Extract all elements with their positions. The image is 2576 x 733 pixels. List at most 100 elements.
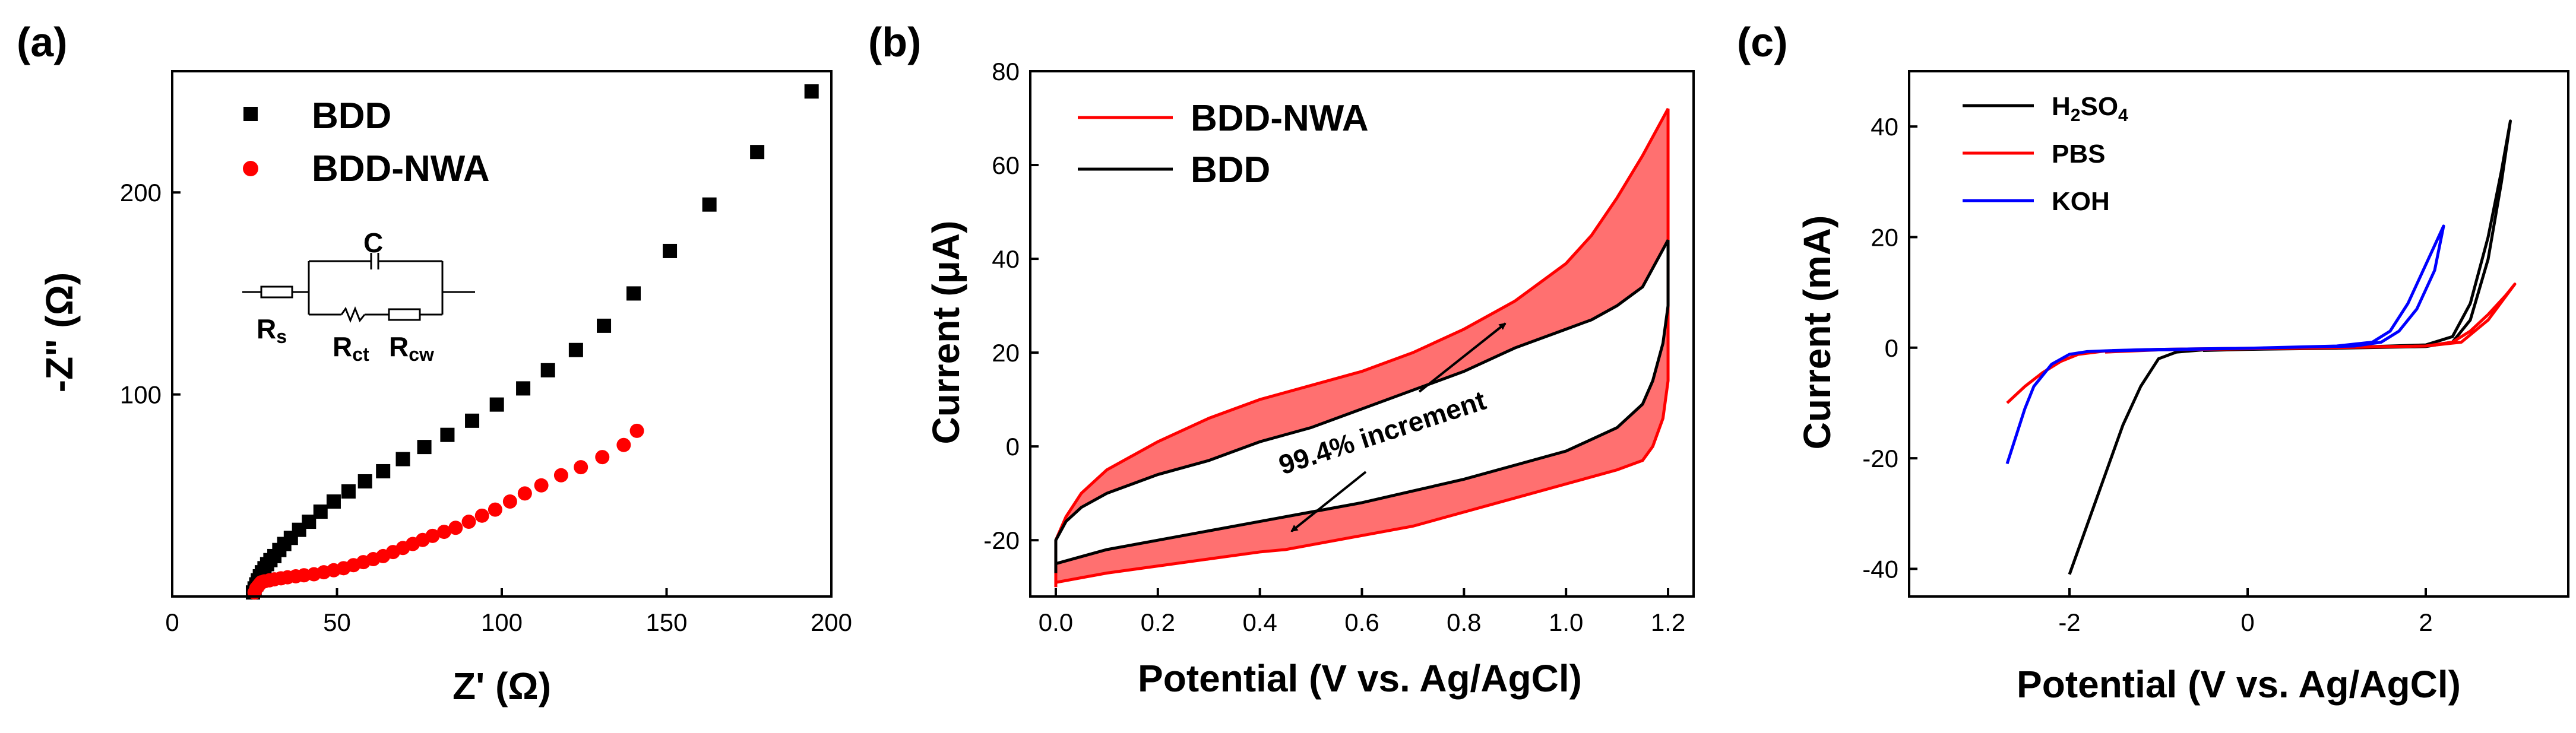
panel-c-x-ticks: -2 0 2 <box>2058 588 2433 636</box>
x-tick-label: 0.2 <box>1141 608 1175 636</box>
x-tick-label: 0 <box>165 608 179 636</box>
panel-b: (b) 0.0 0.2 0.4 0.6 0.8 1.0 1.2 -20 0 20 40 60 80 P… <box>868 19 1695 700</box>
data-point-bdd <box>750 145 765 160</box>
data-point-bdd-nwa <box>629 423 644 438</box>
data-point-bdd <box>597 318 612 333</box>
data-point-bdd-nwa <box>461 515 476 529</box>
panel-b-x-axis-title: Potential (V vs. Ag/AgCl) <box>1138 657 1582 700</box>
panel-b-y-ticks: -20 0 20 40 60 80 <box>983 58 1039 554</box>
x-tick-label: 100 <box>481 608 523 636</box>
panel-b-x-ticks: 0.0 0.2 0.4 0.6 0.8 1.0 1.2 <box>1039 588 1685 636</box>
panel-a-x-axis-title: Z' (Ω) <box>452 665 551 707</box>
panel-a-y-axis-title: -Z" (Ω) <box>38 272 81 392</box>
inset-rs-label: Rs <box>257 313 287 347</box>
y-tick-label: 40 <box>1871 113 1898 141</box>
legend-label-bdd-nwa-b: BDD-NWA <box>1191 98 1369 139</box>
data-point-bdd <box>516 381 531 396</box>
legend-marker-bdd-nwa <box>243 161 258 176</box>
data-point-bdd <box>568 342 583 357</box>
legend-marker-bdd <box>243 107 258 121</box>
data-point-bdd-nwa <box>448 521 463 535</box>
data-point-bdd <box>663 243 678 258</box>
y-tick-label: 40 <box>992 245 1020 273</box>
y-tick-label: 20 <box>992 339 1020 367</box>
x-tick-label: 2 <box>2419 608 2432 636</box>
data-point-bdd-nwa <box>595 450 610 465</box>
y-tick-label: 0 <box>1006 433 1020 461</box>
y-tick-label: -20 <box>1862 445 1898 472</box>
data-point-bdd <box>357 474 372 488</box>
data-point-bdd <box>804 84 819 99</box>
panel-b-plot-area <box>1054 108 1670 588</box>
series-line-koh <box>2005 224 2445 465</box>
panel-c-plot-area <box>2005 119 2517 575</box>
panel-b-label: (b) <box>868 19 921 65</box>
data-point-bdd-nwa <box>425 528 440 543</box>
data-point-bdd-nwa <box>488 502 502 517</box>
inset-capacitor-label: C <box>363 227 383 258</box>
panel-b-y-axis-title: Current (μA) <box>925 221 967 445</box>
data-point-bdd-nwa <box>553 468 568 483</box>
legend-label-h2so4: H2SO4 <box>2052 92 2128 125</box>
y-tick-label: -20 <box>983 526 1020 554</box>
data-point-bdd <box>313 504 328 519</box>
legend-label-koh: KOH <box>2052 187 2110 216</box>
panel-c-y-ticks: -40 -20 0 20 40 <box>1862 113 1917 583</box>
legend-label-bdd-b: BDD <box>1191 150 1270 191</box>
y-tick-label: 0 <box>1885 334 1898 362</box>
series-line-bdd <box>1054 239 1670 573</box>
data-point-bdd <box>465 413 480 428</box>
x-tick-label: 200 <box>811 608 852 636</box>
series-line-bdd-nwa <box>1054 108 1670 588</box>
data-point-bdd <box>626 286 641 301</box>
data-point-bdd-nwa <box>502 494 517 509</box>
data-point-bdd-nwa <box>534 478 549 493</box>
data-point-bdd <box>417 440 432 455</box>
arrow-up <box>1418 322 1507 393</box>
y-tick-label: 100 <box>120 381 162 409</box>
data-point-bdd <box>702 197 717 212</box>
panel-c-frame <box>1908 70 2569 598</box>
resistor-rct <box>340 306 366 323</box>
resistor-rs <box>260 285 293 299</box>
panel-b-legend: BDD-NWA BDD <box>1078 98 1369 191</box>
y-tick-label: 20 <box>1871 223 1898 251</box>
panel-a-x-ticks: 0 50 100 150 200 <box>165 588 852 636</box>
bdd-area-fill <box>1055 240 1669 573</box>
y-tick-label: 80 <box>992 58 1020 85</box>
data-point-bdd-nwa <box>517 486 532 501</box>
data-point-bdd <box>395 452 410 467</box>
series-line-pbs <box>2006 283 2517 404</box>
arrow-down <box>1290 471 1367 532</box>
resistor-rcw <box>388 308 421 321</box>
x-tick-label: 150 <box>645 608 687 636</box>
data-point-bdd-nwa <box>436 525 451 540</box>
data-point-bdd <box>326 494 341 509</box>
x-tick-label: -2 <box>2058 608 2080 636</box>
x-tick-label: 0 <box>2240 608 2254 636</box>
y-tick-label: -40 <box>1862 555 1898 583</box>
x-tick-label: 1.0 <box>1549 608 1583 636</box>
panel-c-x-axis-title: Potential (V vs. Ag/AgCl) <box>2017 663 2461 706</box>
x-tick-label: 0.0 <box>1039 608 1073 636</box>
panel-a-y-ticks: 100 200 <box>120 179 181 409</box>
panel-c-label: (c) <box>1737 19 1788 65</box>
x-tick-label: 1.2 <box>1651 608 1685 636</box>
data-point-bdd-nwa <box>616 437 631 452</box>
data-point-bdd-nwa <box>574 460 588 475</box>
inset-rct-label: Rct <box>333 331 369 365</box>
data-point-bdd-nwa <box>474 508 489 523</box>
y-tick-label: 60 <box>992 151 1020 179</box>
data-point-bdd <box>540 363 555 377</box>
data-point-bdd <box>376 464 391 478</box>
legend-label-bdd-nwa: BDD-NWA <box>312 148 490 189</box>
x-tick-label: 0.6 <box>1344 608 1379 636</box>
data-point-bdd <box>489 397 504 412</box>
equivalent-circuit-inset <box>242 253 475 323</box>
data-point-bdd <box>341 484 356 499</box>
panel-c-legend: H2SO4 PBS KOH <box>1963 92 2128 216</box>
x-tick-label: 0.4 <box>1242 608 1277 636</box>
panel-a-legend: BDD BDD-NWA <box>243 96 490 189</box>
panel-c-y-axis-title: Current (mA) <box>1796 215 1838 450</box>
